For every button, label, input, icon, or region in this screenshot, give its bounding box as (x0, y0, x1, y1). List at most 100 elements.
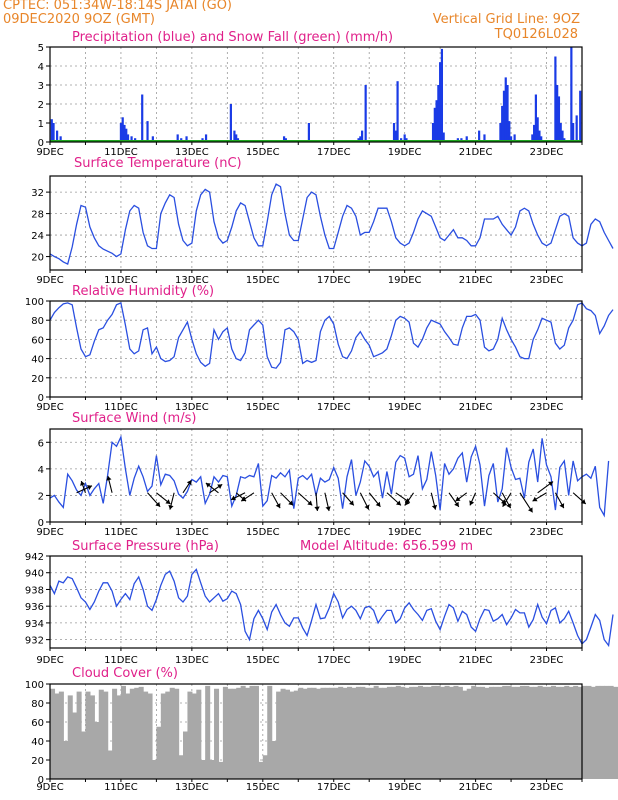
wind-xtick-label: 15DEC (246, 527, 280, 538)
cloud-bar (280, 688, 286, 779)
wind-vector-head (314, 506, 320, 511)
precip-bar (508, 121, 511, 142)
precip-ytick-label: 5 (38, 43, 44, 54)
temp-title: Surface Temperature (nC) (74, 156, 242, 171)
precip-bar (575, 115, 578, 142)
press-frame (49, 555, 583, 649)
cloud-bar (218, 761, 224, 779)
precip-bar (55, 130, 59, 142)
rh-ytick-label: 80 (31, 316, 44, 327)
cloud-bar (378, 687, 384, 779)
cloud-bar (205, 685, 211, 779)
precip-bar (396, 81, 399, 142)
temp-frame (49, 175, 583, 271)
cloud-xtick-label: 19DEC (388, 782, 422, 793)
cloud-bar (351, 687, 357, 779)
cloud-bar (58, 691, 64, 779)
wind-vector-head (502, 501, 508, 507)
cloud-bar (63, 741, 69, 779)
precip-bar (509, 136, 513, 142)
cloud-bar (85, 691, 91, 779)
wind-vector-head (559, 503, 565, 509)
cloud-bar (590, 686, 596, 779)
cloud-bar (214, 688, 220, 779)
rh-xtick-label: 23DEC (530, 402, 564, 413)
cloud-bar (156, 726, 162, 779)
precip-bar (130, 136, 133, 142)
cloud-bar (267, 685, 273, 779)
wind-vector-head (87, 485, 92, 490)
cloud-bar (320, 687, 326, 779)
precip-bar (506, 85, 509, 142)
precip-bar (282, 136, 286, 142)
precip-bar (531, 134, 534, 142)
header-date: 09DEC2020 9OZ (GMT) (3, 12, 155, 27)
precip-bar (534, 94, 537, 142)
precip-bar (536, 117, 539, 142)
cloud-bar (191, 693, 197, 779)
cloud-bar (533, 686, 539, 779)
cloud-bar (480, 686, 486, 779)
precip-ytick-label: 0 (38, 138, 44, 149)
cloud-bar (258, 761, 264, 779)
precip-bar (557, 96, 561, 142)
cloud-bar (222, 686, 228, 779)
cloud-bar (284, 689, 290, 779)
precip-title: Precipitation (blue) and Snow Fall (gree… (72, 30, 393, 45)
cloud-bar (582, 685, 588, 779)
cloud-bar (471, 685, 477, 779)
cloud-bar (236, 687, 242, 779)
temp-xtick-label: 17DEC (317, 275, 351, 286)
precip-bar (465, 136, 468, 142)
cloud-bar (355, 686, 361, 779)
wind-vector-head (288, 500, 294, 506)
cloud-xtick-label: 9DEC (36, 782, 63, 793)
cloud-bar (338, 686, 344, 779)
precip-bar (570, 47, 573, 142)
temp-xtick-label: 11DEC (104, 275, 138, 286)
cloud-xtick-label: 15DEC (246, 782, 280, 793)
wind-vector-head (205, 482, 211, 488)
precip-bar (579, 90, 582, 142)
rh-xtick-label: 11DEC (104, 402, 138, 413)
cloud-bar (550, 685, 556, 779)
temp-ytick-label: 28 (31, 210, 44, 221)
wind-vector-head (307, 500, 313, 506)
precip-xtick-label: 19DEC (388, 147, 422, 158)
precip-bar (123, 124, 126, 142)
precip-bar (433, 107, 436, 142)
cloud-bar (178, 755, 184, 779)
wind-ytick-label: 6 (38, 438, 44, 449)
wind-xtick-label: 17DEC (317, 527, 351, 538)
cloud-bar (138, 686, 144, 779)
precip-ytick-label: 2 (38, 100, 44, 111)
cloud-ytick-label: 20 (31, 756, 44, 767)
precip-bar (392, 123, 396, 142)
cloud-ytick-label: 40 (31, 737, 44, 748)
cloud-bar (409, 686, 415, 779)
precip-bar (141, 94, 144, 142)
cloud-bar (311, 687, 317, 779)
cloud-bar (386, 686, 392, 779)
cloud-bar (515, 686, 521, 779)
cloud-bar (183, 731, 189, 779)
wind-vector-head (532, 496, 538, 502)
cloud-bar (511, 686, 517, 779)
cloud-bar (50, 688, 56, 779)
temp-xtick-label: 15DEC (246, 275, 280, 286)
cloud-bar (453, 685, 459, 779)
cloud-bar (298, 687, 304, 779)
cloud-bar (568, 686, 574, 779)
cloud-bar (595, 685, 601, 779)
cloud-bar (537, 685, 543, 779)
cloud-bar (586, 685, 592, 779)
cloud-bar (253, 685, 259, 779)
cloud-xtick-label: 17DEC (317, 782, 351, 793)
precip-bar (204, 134, 208, 142)
cloud-bar (506, 685, 512, 779)
cloud-bar (413, 686, 419, 779)
precip-bar (151, 136, 154, 142)
cloud-bar (497, 686, 503, 779)
wind-ytick-label: 4 (38, 465, 44, 476)
cloud-bar (103, 691, 109, 779)
